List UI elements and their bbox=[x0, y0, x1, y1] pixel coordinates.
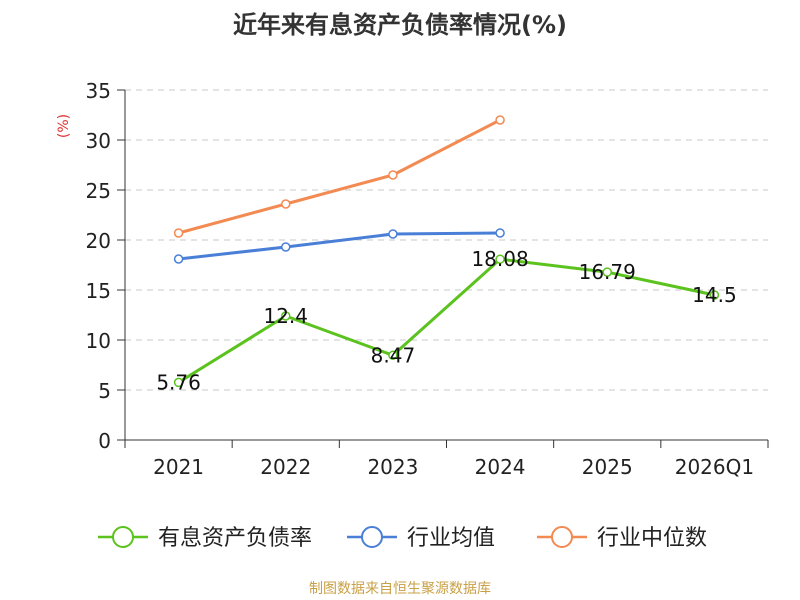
series-2 bbox=[173, 228, 505, 264]
y-tick-label: 25 bbox=[86, 179, 111, 203]
x-tick-label: 2025 bbox=[582, 455, 633, 479]
x-tick-label: 2023 bbox=[367, 455, 418, 479]
data-point[interactable] bbox=[388, 229, 398, 239]
legend-item[interactable]: 有息资产负债率 bbox=[98, 526, 312, 551]
data-point[interactable] bbox=[281, 311, 291, 321]
data-point[interactable] bbox=[388, 170, 398, 180]
data-label: 12.4 bbox=[263, 304, 308, 328]
data-point[interactable] bbox=[709, 290, 720, 300]
legend-item[interactable]: 行业中位数 bbox=[537, 526, 707, 551]
data-point[interactable] bbox=[281, 242, 291, 252]
y-tick-label: 10 bbox=[86, 329, 111, 353]
data-point[interactable] bbox=[495, 115, 505, 125]
data-point[interactable] bbox=[602, 267, 612, 277]
legend-label: 行业均值 bbox=[407, 526, 495, 551]
series-line bbox=[178, 118, 501, 235]
source-note: 制图数据来自恒生聚源数据库 bbox=[309, 581, 491, 597]
legend: 有息资产负债率 行业均值 行业中位数 bbox=[98, 526, 707, 551]
data-point[interactable] bbox=[173, 254, 184, 264]
y-tick-label: 35 bbox=[86, 79, 111, 103]
y-tick-label: 30 bbox=[86, 129, 111, 153]
x-tick-label: 2021 bbox=[153, 455, 204, 479]
legend-marker bbox=[551, 526, 573, 548]
data-label: 16.79 bbox=[579, 260, 636, 284]
data-point[interactable] bbox=[173, 377, 184, 388]
data-point[interactable] bbox=[495, 254, 505, 264]
data-label: 18.08 bbox=[471, 247, 528, 271]
chart-title: 近年来有息资产负债率情况(%) bbox=[233, 11, 567, 39]
y-tick-label: 0 bbox=[98, 429, 111, 453]
series-1: 5.76 12.4 8.47 18.08 16.79 14.5 bbox=[156, 247, 736, 394]
data-point[interactable] bbox=[173, 228, 184, 238]
legend-label: 有息资产负债率 bbox=[158, 526, 312, 551]
y-tick-label: 20 bbox=[86, 229, 111, 253]
x-tick-label: 2024 bbox=[475, 455, 526, 479]
y-tick-label: 15 bbox=[86, 279, 111, 303]
data-label: 14.5 bbox=[692, 283, 737, 307]
series-line bbox=[178, 231, 501, 261]
y-tick-label: 5 bbox=[98, 379, 111, 403]
x-tick-label: 2022 bbox=[260, 455, 311, 479]
series-line bbox=[177, 257, 715, 384]
series-layer: 5.76 12.4 8.47 18.08 16.79 14.5 bbox=[156, 115, 737, 394]
series-3 bbox=[173, 115, 505, 238]
legend-label: 行业中位数 bbox=[597, 526, 707, 551]
data-point[interactable] bbox=[388, 350, 398, 361]
grid-lines bbox=[125, 89, 768, 391]
data-point[interactable] bbox=[281, 199, 291, 209]
data-label: 8.47 bbox=[371, 343, 416, 367]
data-point[interactable] bbox=[495, 228, 505, 238]
legend-item[interactable]: 行业均值 bbox=[347, 526, 495, 551]
legend-marker bbox=[112, 526, 134, 548]
y-axis-label: (%) bbox=[56, 114, 72, 138]
data-label: 5.76 bbox=[156, 370, 201, 394]
legend-marker bbox=[361, 526, 383, 548]
x-tick-label: 2026Q1 bbox=[675, 455, 754, 479]
